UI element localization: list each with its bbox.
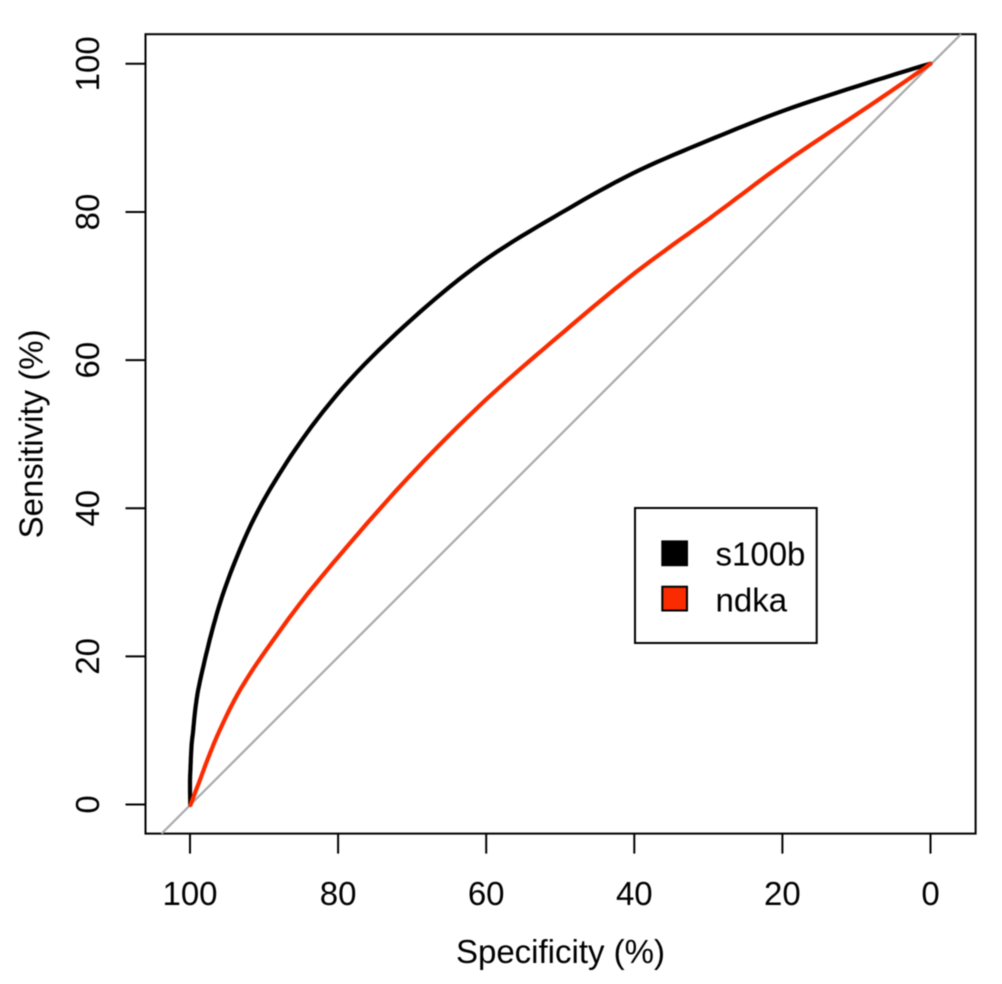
svg-text:100: 100 <box>69 36 106 91</box>
svg-text:0: 0 <box>69 795 106 813</box>
svg-text:s100b: s100b <box>716 536 806 573</box>
svg-text:Sensitivity (%): Sensitivity (%) <box>13 329 50 538</box>
svg-text:40: 40 <box>616 875 653 912</box>
svg-text:60: 60 <box>468 875 505 912</box>
svg-text:20: 20 <box>69 638 106 675</box>
svg-text:ndka: ndka <box>716 582 788 619</box>
svg-text:80: 80 <box>69 194 106 231</box>
svg-text:60: 60 <box>69 342 106 379</box>
svg-text:80: 80 <box>320 875 357 912</box>
svg-text:20: 20 <box>764 875 801 912</box>
svg-text:100: 100 <box>162 875 217 912</box>
svg-text:40: 40 <box>69 490 106 527</box>
svg-text:Specificity (%): Specificity (%) <box>456 933 665 970</box>
svg-text:0: 0 <box>921 875 939 912</box>
